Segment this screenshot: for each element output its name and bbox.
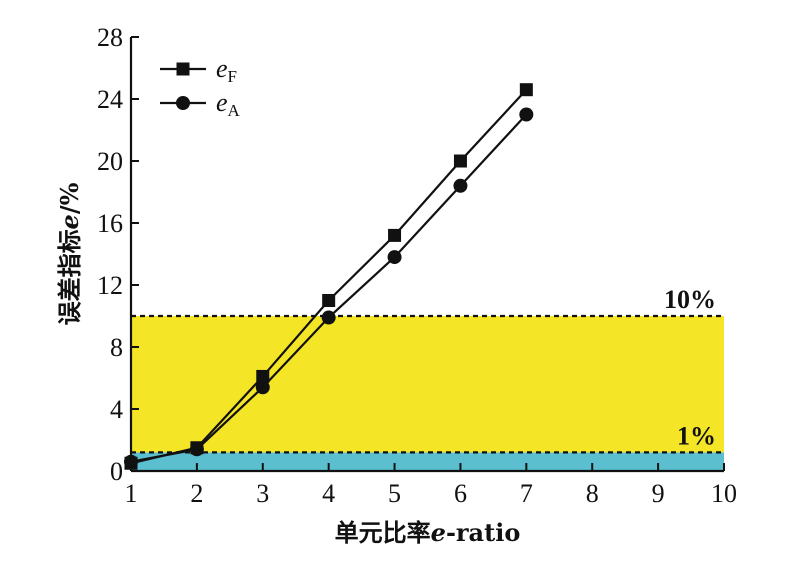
x-axis-title-italic: e xyxy=(431,518,446,547)
x-axis-title: 单元比率e-ratio xyxy=(335,518,521,547)
y-axis-title-prefix: 误差指标 xyxy=(55,229,84,325)
data-point-A xyxy=(189,442,204,457)
bands-layer xyxy=(131,316,724,471)
series-A xyxy=(124,107,534,469)
x-tick-label: 4 xyxy=(322,479,335,508)
y-tick-label: 4 xyxy=(110,395,123,424)
x-tick-label: 2 xyxy=(190,479,203,508)
legend-label-name: e xyxy=(216,88,228,117)
data-point-F xyxy=(388,228,402,242)
x-axis-title-prefix: 单元比率 xyxy=(335,518,431,547)
data-point-A xyxy=(519,107,534,122)
legend-marker-F xyxy=(176,62,190,76)
x-tick-label: 3 xyxy=(256,479,269,508)
data-point-A xyxy=(255,380,270,395)
x-axis-title-suffix: -ratio xyxy=(446,518,520,547)
x-tick-label: 9 xyxy=(652,479,665,508)
threshold-layer: 10% 1% xyxy=(131,285,724,454)
y-axis-title-italic: e xyxy=(55,214,84,229)
threshold-label-1: 1% xyxy=(677,421,716,450)
data-point-A xyxy=(124,454,138,469)
series-layer xyxy=(124,83,534,470)
data-point-A xyxy=(387,250,402,265)
band-0 xyxy=(131,452,724,471)
legend-label-name: e xyxy=(216,54,228,83)
legend-label-subscript: F xyxy=(228,67,237,86)
y-tick-label: 16 xyxy=(97,209,123,238)
x-tick-label: 7 xyxy=(520,479,533,508)
data-point-F xyxy=(322,294,336,307)
legend-marker-A xyxy=(176,96,190,110)
y-axis-title: 误差指标e/% xyxy=(55,182,84,325)
x-tick-label: 6 xyxy=(454,479,467,508)
threshold-label-0: 10% xyxy=(664,285,716,314)
y-tick-label: 28 xyxy=(97,23,123,52)
y-tick-label: 20 xyxy=(97,147,123,176)
x-tick-label: 5 xyxy=(388,479,401,508)
data-point-F xyxy=(453,154,467,168)
legend-label-A: eA xyxy=(216,88,241,120)
data-point-F xyxy=(519,83,533,97)
x-tick-label: 8 xyxy=(586,479,599,508)
x-tick-label: 1 xyxy=(125,479,138,508)
y-tick-label: 0 xyxy=(110,457,123,486)
y-tick-label: 24 xyxy=(97,85,123,114)
legend-label-F: eF xyxy=(216,54,237,86)
band-1 xyxy=(131,316,724,453)
x-tick-label: 10 xyxy=(711,479,737,508)
data-point-F xyxy=(256,369,270,383)
legend-label-subscript: A xyxy=(228,101,241,120)
y-tick-label: 8 xyxy=(110,333,123,362)
data-point-A xyxy=(321,310,336,325)
y-tick-label: 12 xyxy=(97,271,123,300)
data-point-A xyxy=(453,178,468,193)
y-axis-title-suffix: /% xyxy=(55,182,84,214)
